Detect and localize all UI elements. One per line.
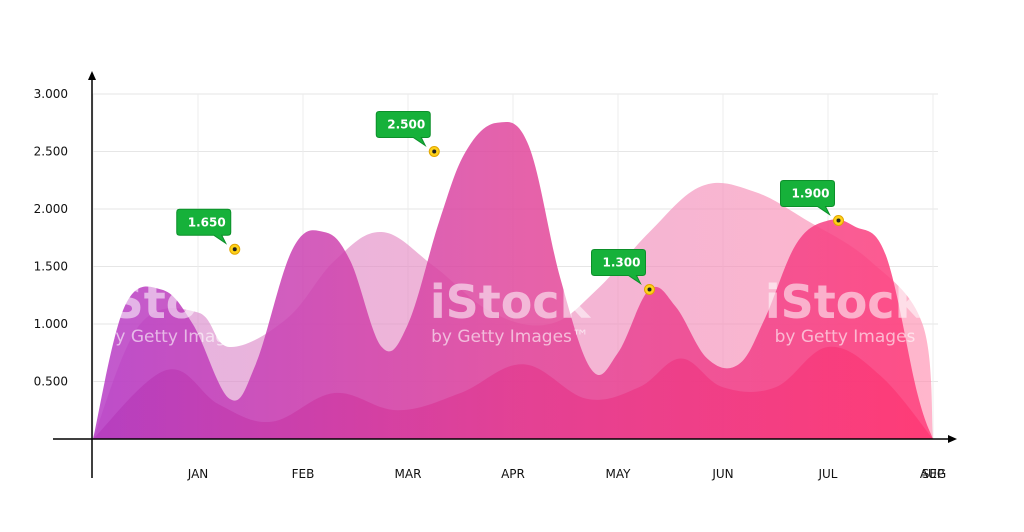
x-tick-label-jul: JUL xyxy=(817,467,837,481)
callout-point-center xyxy=(432,149,437,154)
watermark-brand: iStock xyxy=(430,275,592,329)
watermark-brand: iStock xyxy=(95,275,257,329)
area-series-2 xyxy=(93,121,933,439)
y-tick-label: 2.000 xyxy=(34,202,68,216)
watermark-sub: by Getty Images xyxy=(775,327,916,347)
callout-1: 1.650 xyxy=(176,208,241,255)
callout-bubble xyxy=(591,249,646,285)
callout-value: 1.900 xyxy=(792,187,830,201)
area-series-3 xyxy=(93,346,933,439)
y-tick-label: 1.000 xyxy=(34,317,68,331)
watermark-sub: by Getty Images™ xyxy=(431,327,589,347)
axes xyxy=(53,71,957,478)
callout-4: 1.900 xyxy=(780,180,844,226)
x-tick-label-mar: MAR xyxy=(395,467,422,481)
callout-point-center xyxy=(232,247,237,252)
watermark-brand: iStock xyxy=(765,275,927,329)
y-tick-label: 3.000 xyxy=(34,87,68,101)
y-tick-label: 2.500 xyxy=(34,145,68,159)
value-callouts: 1.650 2.500 1.300 1.900 xyxy=(176,111,844,295)
x-tick-label-may: MAY xyxy=(606,467,632,481)
callout-value: 2.500 xyxy=(387,118,425,132)
y-tick-label: 1.500 xyxy=(34,260,68,274)
y-axis-arrow xyxy=(88,71,96,80)
callout-bubble xyxy=(780,180,835,216)
x-tick-label-apr: APR xyxy=(501,467,525,481)
callout-bubble xyxy=(375,111,431,147)
callout-point-center xyxy=(647,287,652,292)
x-tick-label-aug: AUG xyxy=(920,467,946,481)
callout-3: 1.300 xyxy=(591,249,655,295)
x-tick-label-feb: FEB xyxy=(292,467,315,481)
callout-value: 1.300 xyxy=(603,256,641,270)
callout-value: 1.650 xyxy=(188,215,226,229)
area-series xyxy=(93,121,933,439)
callout-point-center xyxy=(836,218,841,223)
x-tick-label-sep: SEP xyxy=(922,467,944,481)
x-tick-label-jun: JUN xyxy=(711,467,733,481)
x-tick-label-jan: JAN xyxy=(187,467,209,481)
watermark-sub: by Getty Images xyxy=(105,327,246,347)
callout-2: 2.500 xyxy=(375,111,440,157)
y-tick-labels: 0.500 1.000 1.500 2.000 2.500 3.000 xyxy=(34,87,68,389)
x-axis-arrow xyxy=(948,435,957,443)
callout-bubble xyxy=(176,208,232,245)
y-tick-label: 0.500 xyxy=(34,375,68,389)
